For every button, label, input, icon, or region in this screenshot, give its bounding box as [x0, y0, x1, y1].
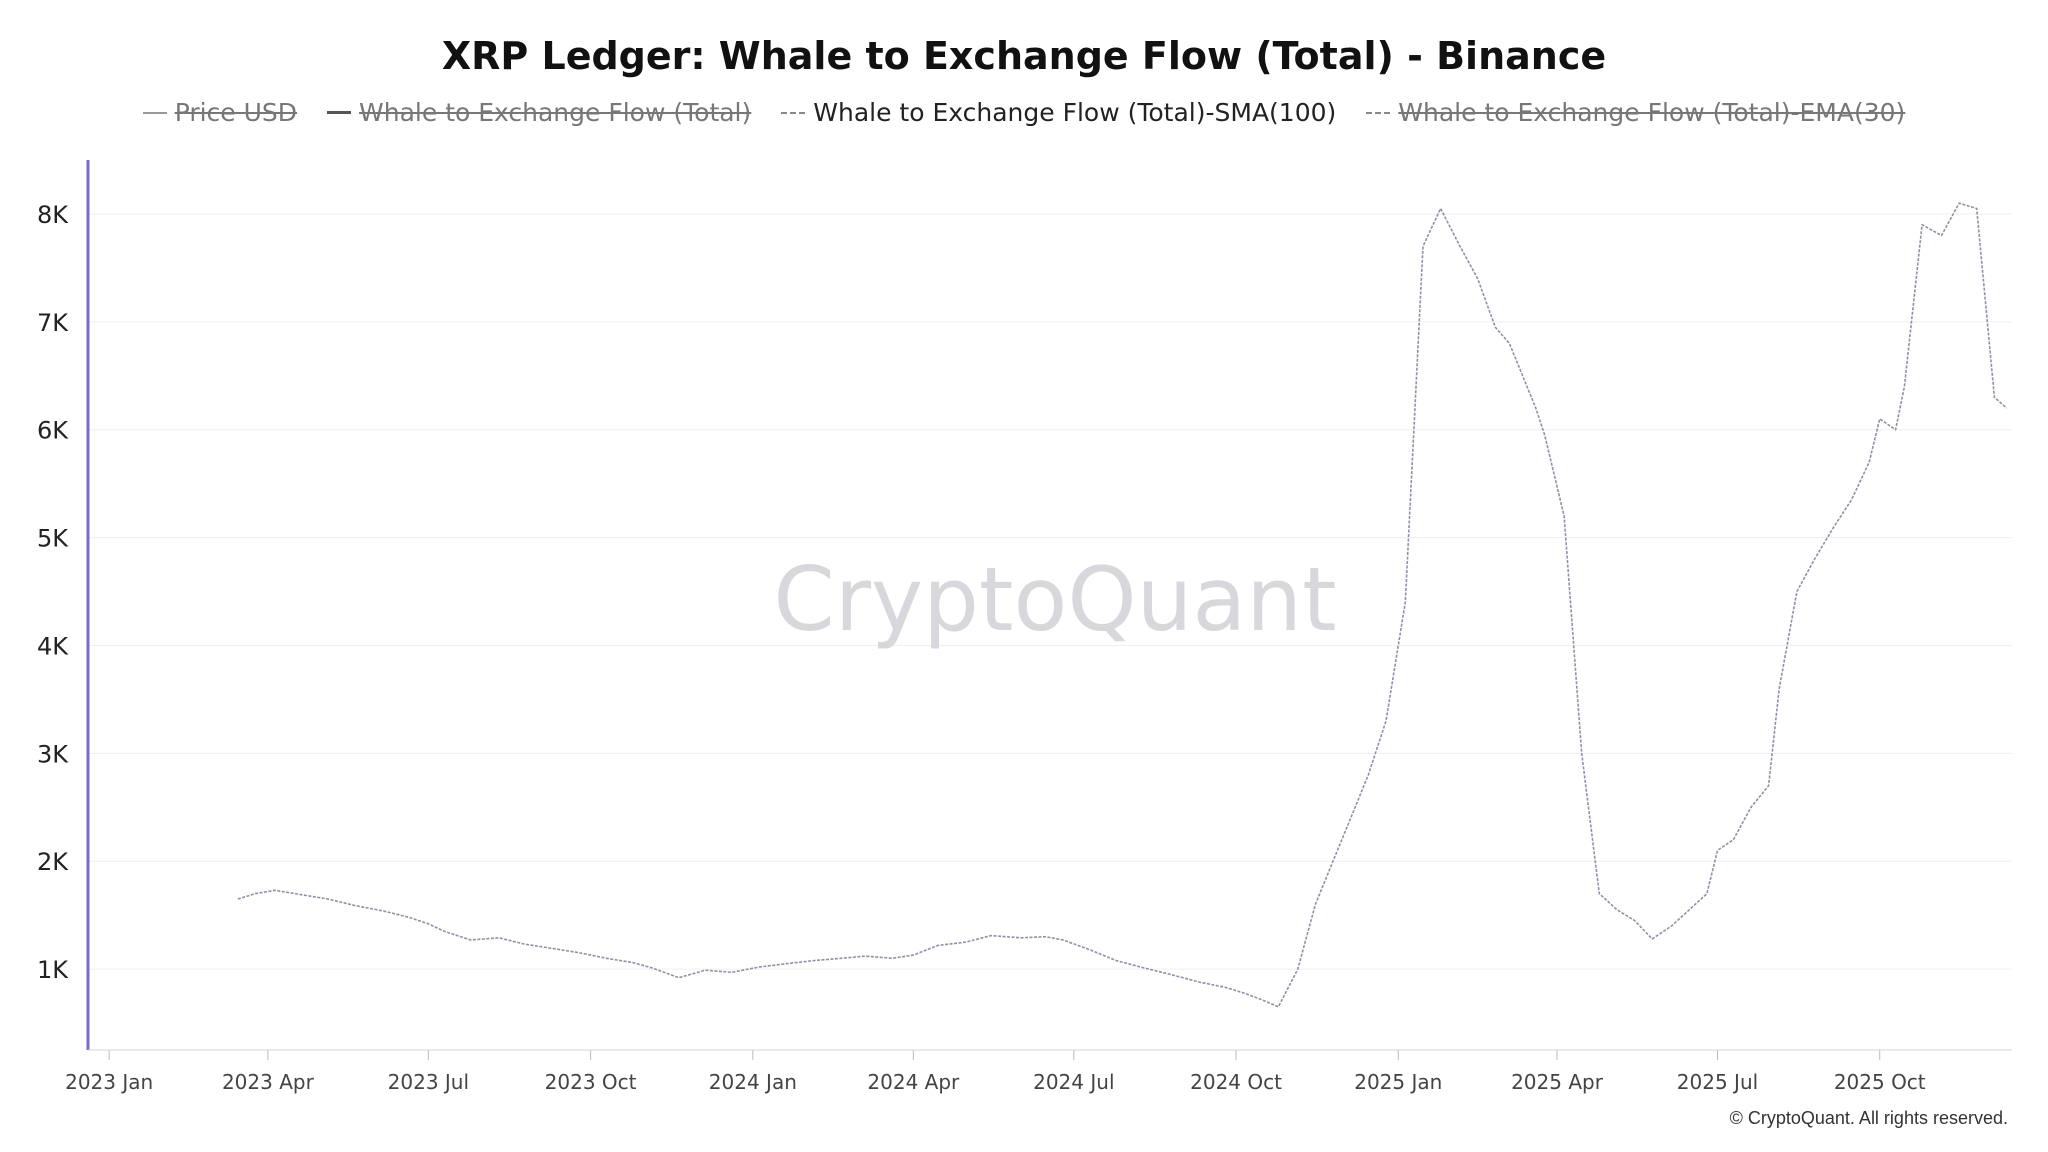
legend-label: Whale to Exchange Flow (Total)-SMA(100): [813, 98, 1337, 127]
x-tick-label: 2024 Jan: [709, 1070, 797, 1094]
x-tick-label: 2024 Oct: [1190, 1070, 1282, 1094]
y-axis-ticks: 1K 2K 3K 4K 5K 6K 7K 8K: [37, 201, 69, 984]
x-tick-label: 2023 Apr: [222, 1070, 315, 1094]
legend-item-whale-flow-ema30[interactable]: Whale to Exchange Flow (Total)-EMA(30): [1366, 98, 1905, 127]
x-axis-ticks: 2023 Jan 2023 Apr 2023 Jul 2023 Oct 2024 Jan…: [65, 1050, 1926, 1094]
x-tick-label: 2025 Oct: [1834, 1070, 1926, 1094]
x-tick-label: 2024 Apr: [867, 1070, 960, 1094]
legend-label: Price USD: [174, 98, 298, 127]
y-tick-label: 4K: [37, 632, 69, 660]
watermark: CryptoQuant: [773, 548, 1336, 651]
x-tick-label: 2025 Apr: [1511, 1070, 1604, 1094]
y-tick-label: 3K: [37, 740, 69, 768]
x-tick-label: 2025 Jul: [1677, 1070, 1758, 1094]
x-tick-label: 2023 Jul: [388, 1070, 469, 1094]
x-tick-label: 2023 Oct: [545, 1070, 637, 1094]
y-tick-label: 2K: [37, 848, 69, 876]
legend-swatch-icon: [142, 111, 167, 114]
legend-label: Whale to Exchange Flow (Total)-EMA(30): [1398, 98, 1906, 127]
copyright-credit: © CryptoQuant. All rights reserved.: [1729, 1108, 2008, 1128]
legend-swatch-icon: [1366, 111, 1391, 114]
chart-legend: Price USD Whale to Exchange Flow (Total)…: [0, 98, 2048, 127]
legend-item-whale-flow-sma100[interactable]: Whale to Exchange Flow (Total)-SMA(100): [781, 98, 1336, 127]
y-tick-label: 7K: [37, 309, 69, 337]
legend-label: Whale to Exchange Flow (Total): [359, 98, 752, 127]
grid-lines: [88, 213, 2012, 970]
x-tick-label: 2023 Jan: [65, 1070, 153, 1094]
legend-item-whale-flow-total[interactable]: Whale to Exchange Flow (Total): [327, 98, 751, 127]
legend-swatch-icon: [327, 111, 352, 114]
series-line-sma100[interactable]: [237, 202, 2008, 1008]
x-tick-label: 2024 Jul: [1033, 1070, 1114, 1094]
legend-swatch-icon: [781, 111, 806, 114]
y-tick-label: 6K: [37, 417, 69, 445]
legend-item-price-usd[interactable]: Price USD: [142, 98, 298, 127]
y-tick-label: 5K: [37, 525, 69, 553]
y-tick-label: 8K: [37, 201, 69, 229]
x-tick-label: 2025 Jan: [1354, 1070, 1442, 1094]
chart-title: XRP Ledger: Whale to Exchange Flow (Tota…: [441, 34, 1607, 78]
y-tick-label: 1K: [37, 956, 69, 984]
